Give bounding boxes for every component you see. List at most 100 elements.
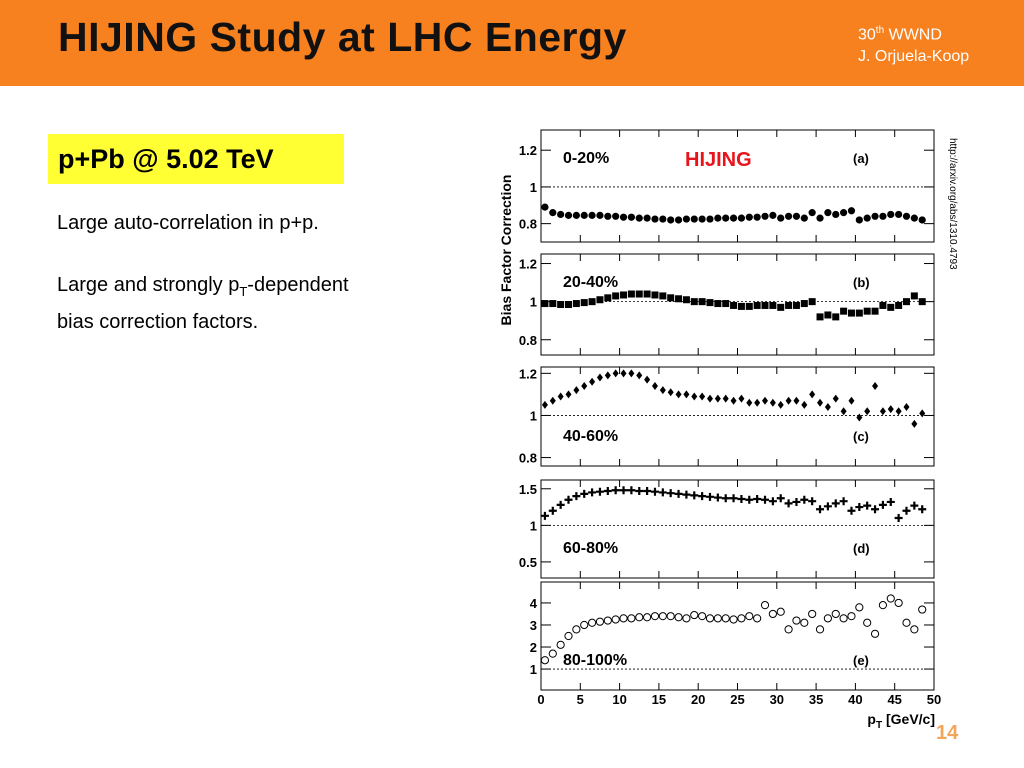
author: J. Orjuela-Koop <box>858 48 970 66</box>
x-tick-label: 40 <box>848 692 862 707</box>
y-tick-label: 0.5 <box>519 555 537 570</box>
marker <box>698 215 706 223</box>
marker <box>816 313 824 321</box>
marker <box>620 369 627 378</box>
marker <box>699 392 706 401</box>
marker <box>863 214 871 222</box>
marker <box>588 211 596 219</box>
y-tick-label: 1 <box>530 662 537 677</box>
marker <box>666 489 675 498</box>
marker <box>801 400 808 409</box>
marker <box>674 613 683 622</box>
marker <box>635 290 643 298</box>
panel-label: 40-60% <box>563 428 618 445</box>
marker <box>738 394 745 403</box>
marker <box>918 505 927 514</box>
series <box>540 594 927 665</box>
marker <box>714 394 721 403</box>
marker <box>808 298 816 306</box>
x-tick-label: 45 <box>887 692 901 707</box>
marker <box>635 214 643 222</box>
marker <box>628 369 635 378</box>
marker <box>737 302 745 310</box>
marker <box>549 209 557 217</box>
marker <box>910 501 919 510</box>
marker <box>737 614 746 623</box>
marker <box>879 212 887 220</box>
marker <box>753 495 762 504</box>
marker <box>659 215 667 223</box>
marker <box>572 625 581 634</box>
marker <box>564 211 573 219</box>
marker <box>540 511 549 520</box>
marker <box>611 486 620 495</box>
marker <box>902 618 911 627</box>
x-tick-label: 30 <box>770 692 784 707</box>
marker <box>864 407 871 416</box>
marker <box>573 386 580 395</box>
marker <box>809 390 816 399</box>
marker <box>918 216 926 224</box>
marker <box>627 290 635 298</box>
marker <box>871 505 880 514</box>
marker <box>918 605 927 614</box>
marker <box>903 403 910 412</box>
marker <box>713 614 722 623</box>
marker <box>714 300 722 308</box>
marker <box>667 216 675 224</box>
marker <box>564 631 573 641</box>
marker <box>595 617 605 626</box>
marker <box>831 609 840 619</box>
marker <box>831 499 840 508</box>
marker <box>910 625 919 634</box>
marker <box>785 396 792 405</box>
marker <box>651 215 659 223</box>
marker <box>855 309 863 317</box>
marker <box>792 301 800 309</box>
marker <box>565 301 573 308</box>
marker <box>886 497 895 506</box>
x-label-sub: T <box>876 720 882 731</box>
marker <box>557 210 565 219</box>
marker <box>911 419 918 428</box>
marker <box>557 392 564 401</box>
bullet-sub: T <box>239 284 248 299</box>
marker <box>596 296 604 304</box>
marker <box>690 298 698 306</box>
marker <box>611 615 620 624</box>
marker <box>549 300 557 308</box>
marker <box>863 501 872 510</box>
marker <box>895 210 903 219</box>
marker <box>768 497 777 506</box>
marker <box>823 502 832 511</box>
y-tick-label: 0.8 <box>519 451 537 466</box>
marker <box>878 500 887 509</box>
marker <box>817 398 824 407</box>
marker <box>580 489 589 498</box>
panel-label: 20-40% <box>563 274 618 291</box>
marker <box>658 488 667 497</box>
marker <box>722 394 729 403</box>
marker <box>644 375 651 384</box>
marker <box>636 371 643 380</box>
panel-label: 60-80% <box>563 540 618 557</box>
marker <box>895 301 903 309</box>
marker <box>650 612 660 621</box>
marker <box>745 612 754 621</box>
x-tick-label: 15 <box>652 692 666 707</box>
plot-frame <box>540 129 935 243</box>
marker <box>580 211 588 219</box>
marker <box>690 610 699 620</box>
marker <box>556 500 565 509</box>
marker <box>619 486 628 495</box>
marker <box>918 298 926 306</box>
source-url: http://arxiv.org/abs/1310.4793 <box>947 138 958 270</box>
marker <box>675 295 683 303</box>
marker <box>588 488 597 497</box>
marker <box>855 603 864 612</box>
y-tick-label: 0.8 <box>519 333 537 348</box>
marker <box>887 303 895 311</box>
x-axis-label: pT [GeV/c] <box>867 711 935 731</box>
marker <box>753 614 762 623</box>
marker <box>800 618 809 627</box>
